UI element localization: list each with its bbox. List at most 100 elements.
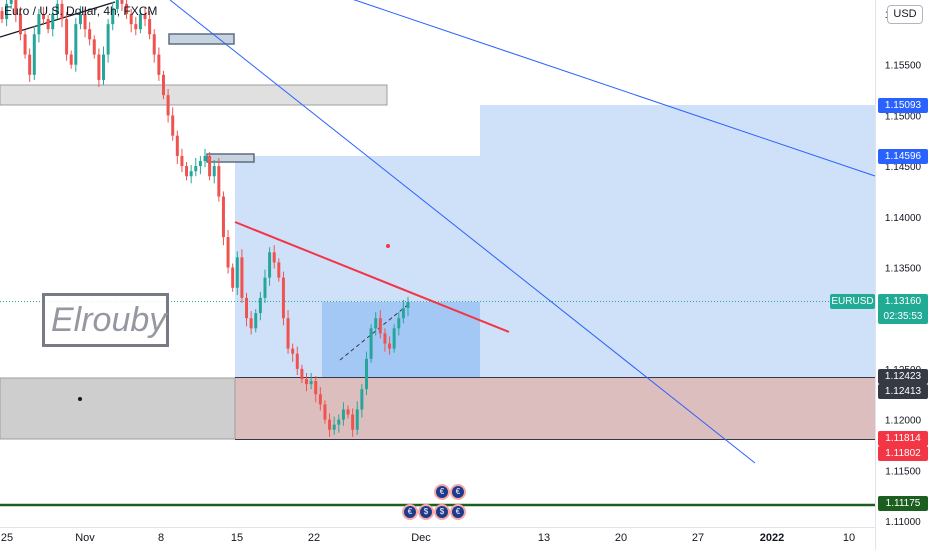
candle-body (161, 74, 165, 96)
resistance-box-small-1[interactable] (168, 33, 235, 45)
candle-body (323, 404, 327, 420)
candle-body (32, 34, 36, 75)
symbol-title[interactable]: Euro / U.S. Dollar, 4h, FXCM (4, 4, 158, 18)
candle-body (328, 419, 332, 430)
candle-body (42, 14, 46, 20)
candle-body (5, 3, 9, 20)
event-icon-us[interactable]: $ (434, 504, 450, 520)
candle-body (37, 14, 41, 35)
candle-body (305, 379, 308, 385)
trendline-blue-long[interactable] (340, 0, 876, 177)
price-label-red: 1.11802 (878, 445, 928, 461)
candle-body (374, 318, 378, 329)
candle-body (231, 267, 235, 288)
candle-body (74, 24, 78, 65)
candle-body (369, 328, 373, 359)
candle-body (46, 19, 50, 30)
candle-body (138, 14, 142, 30)
support-box-grey[interactable] (0, 377, 236, 440)
candle-body (392, 328, 396, 349)
price-tick-label: 1.14500 (885, 162, 922, 173)
entry-zone[interactable] (322, 302, 480, 378)
candle-body (78, 14, 82, 25)
candle-body (212, 166, 216, 177)
candle-body (148, 19, 152, 35)
event-icon-eu[interactable]: € (450, 504, 466, 520)
price-label-blue: 1.14596 (878, 148, 928, 164)
candle-body (143, 14, 147, 20)
candle-body (258, 297, 262, 314)
price-label-green: 1.11175 (878, 495, 928, 511)
candle-body (245, 297, 249, 319)
last-price-value: 1.13160 (884, 296, 922, 307)
candle-body (166, 95, 170, 116)
candle-body (23, 34, 27, 55)
candle-body (88, 29, 92, 40)
candle-body (318, 394, 322, 405)
candle-body (203, 155, 207, 162)
candle-body (397, 318, 401, 329)
candle-body (189, 171, 193, 177)
countdown-value: 02:35:53 (883, 311, 923, 322)
currency-badge[interactable]: USD (887, 5, 923, 24)
candle-body (332, 424, 336, 430)
stop-zone[interactable] (235, 378, 875, 439)
candle-body (300, 368, 304, 380)
event-icon-eu[interactable]: € (402, 504, 418, 520)
candle-body (198, 161, 202, 167)
candle-body (295, 353, 299, 369)
price-tick-label: 1.11500 (885, 466, 921, 477)
candle-body (185, 166, 189, 177)
candle-body (83, 14, 87, 30)
price-label-dark: 1.12423 (878, 369, 928, 385)
candle-body (0, 10, 4, 20)
candle-body (383, 333, 387, 344)
event-icon-eu[interactable]: € (450, 484, 466, 500)
time-tick-label: 20 (615, 532, 627, 544)
time-tick-label: 8 (158, 532, 164, 544)
candle-body (221, 196, 225, 238)
candle-body (69, 54, 73, 65)
candle-body (111, 8, 115, 25)
candle-body (281, 277, 285, 319)
candle-body (152, 34, 156, 55)
candle-body (314, 381, 318, 395)
price-label-dark: 1.12413 (878, 384, 928, 400)
candle-body (102, 54, 105, 80)
candle-body (14, 0, 18, 14)
target-zone-extended[interactable] (480, 105, 875, 378)
price-tick-label: 1.12000 (885, 416, 922, 427)
event-icon-us[interactable]: $ (418, 504, 434, 520)
candle-body (28, 54, 32, 75)
candle-body (272, 252, 276, 263)
time-axis[interactable]: 25 Nov 8 15 22 Dec 13 20 27 2022 10 (1, 532, 855, 544)
candle-body (180, 155, 184, 167)
candle-body (378, 318, 382, 334)
time-tick-label: Nov (75, 532, 95, 544)
candle-body (249, 318, 253, 329)
price-tick-label: 1.15000 (885, 111, 922, 122)
candle-body (360, 389, 364, 410)
candle-body (401, 308, 405, 319)
time-tick-label: 2022 (760, 532, 784, 544)
marker-black-dot (78, 397, 82, 401)
price-tick-label: 1.14000 (885, 213, 922, 224)
trendline-blue-steep[interactable] (169, 0, 756, 464)
candle-body (268, 252, 272, 278)
trendline-red[interactable] (234, 221, 510, 333)
resistance-box-small-2[interactable] (206, 153, 255, 163)
resistance-box-grey[interactable] (0, 84, 388, 106)
price-label-blue: 1.15093 (878, 98, 928, 114)
time-tick-label: 22 (308, 532, 320, 544)
candle-body (277, 262, 281, 278)
event-icon-eu[interactable]: € (434, 484, 450, 500)
price-tick-label: 1.15500 (885, 61, 922, 72)
candle-body (115, 0, 119, 9)
candle-body (171, 115, 175, 136)
candle-body (355, 409, 359, 430)
candle-body (337, 419, 341, 425)
candle-body (106, 24, 110, 55)
time-tick-label: 27 (692, 532, 704, 544)
candle-body (51, 14, 55, 30)
